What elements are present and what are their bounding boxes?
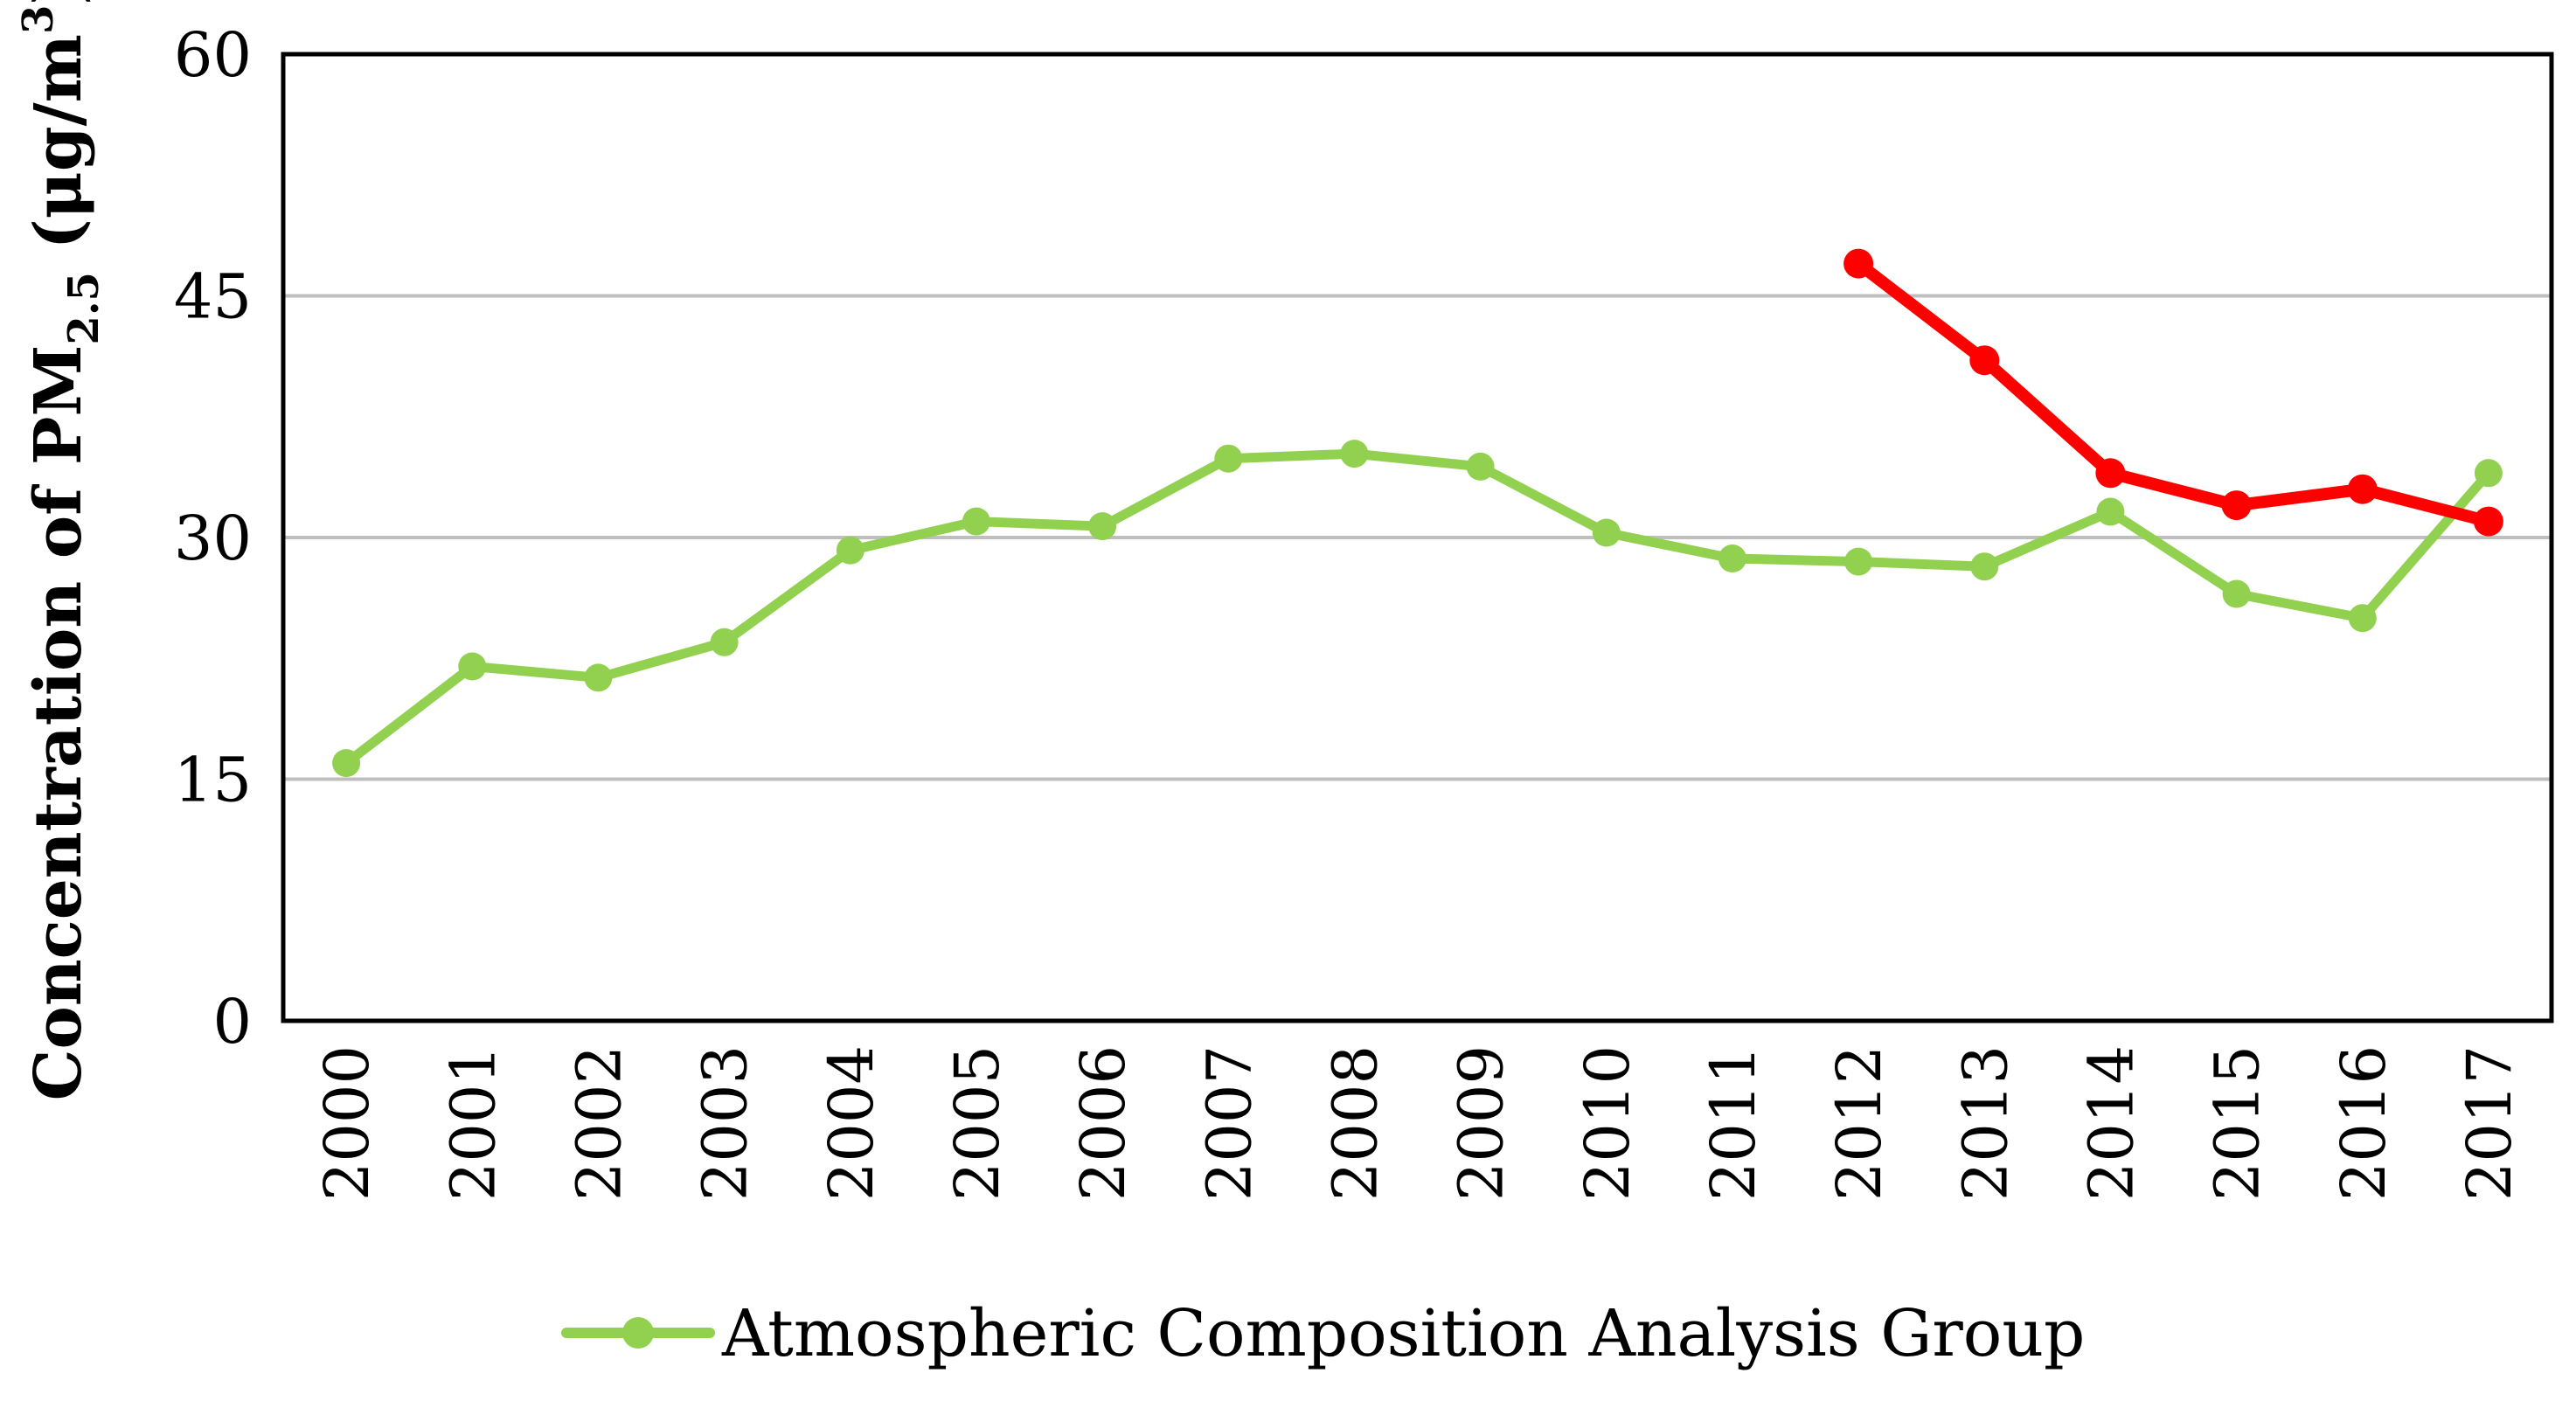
legend-marker <box>622 1317 654 1349</box>
data-point <box>2473 506 2503 537</box>
x-tick-label: 2013 <box>1949 1045 2021 1201</box>
legend-label: Atmospheric Composition Analysis Group <box>721 1296 2085 1371</box>
y-axis-label-superscript: 3 <box>14 5 63 34</box>
y-axis-label: Concentration of PM2.5 (μg/m3) <box>14 0 108 1100</box>
data-point <box>2222 579 2251 608</box>
y-axis-label-close: ) <box>21 0 96 5</box>
data-point <box>584 663 613 692</box>
y-axis-label-prefix: Concentration of PM <box>21 345 96 1101</box>
x-tick-label: 2011 <box>1698 1045 1769 1201</box>
data-point <box>1214 444 1243 473</box>
y-axis-label-subscript: 2.5 <box>59 272 108 345</box>
series-line <box>1852 257 2495 528</box>
y-tick-label: 45 <box>174 261 252 333</box>
x-tick-label: 2009 <box>1446 1045 1517 1201</box>
x-tick-label: 2014 <box>2075 1045 2147 1201</box>
data-point <box>1718 544 1746 572</box>
x-tick-label: 2006 <box>1067 1045 1139 1201</box>
x-tick-label: 2016 <box>2328 1045 2399 1201</box>
y-tick-label: 0 <box>212 986 252 1058</box>
data-point <box>1970 552 1999 581</box>
data-point <box>332 749 361 778</box>
x-axis-ticks: 2000 2001 2002 2003 2004 2005 2006 2007 2008 2009… <box>311 1045 2525 1201</box>
data-point <box>1466 452 1495 481</box>
data-point <box>1088 512 1117 541</box>
data-point <box>2348 604 2377 633</box>
data-point <box>1592 518 1621 547</box>
x-tick-label: 2000 <box>311 1045 383 1201</box>
y-tick-label: 60 <box>174 19 252 91</box>
data-point <box>2347 474 2378 504</box>
x-tick-label: 2004 <box>816 1045 887 1201</box>
x-tick-label: 2012 <box>1823 1045 1895 1201</box>
data-point <box>836 536 864 565</box>
data-point <box>1843 248 1874 279</box>
y-axis-ticks: 0 15 30 45 60 <box>174 19 252 1058</box>
series-0 <box>332 440 2503 778</box>
series-line <box>341 448 2494 768</box>
x-tick-label: 2015 <box>2202 1045 2274 1201</box>
series-1 <box>1843 248 2503 537</box>
data-point <box>2096 497 2125 526</box>
series <box>332 248 2503 778</box>
y-axis-label-unit: (μg/m <box>21 34 96 272</box>
y-tick-label: 15 <box>174 745 252 816</box>
x-tick-label: 2003 <box>690 1045 761 1201</box>
data-point <box>1969 345 2000 376</box>
y-tick-label: 30 <box>174 503 252 574</box>
data-point <box>1844 547 1873 576</box>
gridlines <box>283 294 2552 781</box>
legend: Atmospheric Composition Analysis Group <box>561 1296 2085 1371</box>
x-tick-label: 2017 <box>2454 1045 2525 1201</box>
x-tick-label: 2005 <box>941 1045 1013 1201</box>
data-point <box>1340 440 1369 468</box>
data-point <box>458 652 487 681</box>
x-tick-label: 2010 <box>1572 1045 1643 1201</box>
data-point <box>2095 458 2126 489</box>
x-tick-label: 2001 <box>437 1045 509 1201</box>
x-tick-label: 2002 <box>563 1045 635 1201</box>
data-point <box>710 628 739 656</box>
x-tick-label: 2007 <box>1193 1045 1265 1201</box>
x-tick-label: 2008 <box>1319 1045 1391 1201</box>
data-point <box>2474 459 2503 488</box>
plot-area-frame <box>281 52 2554 1023</box>
data-point <box>962 507 990 536</box>
data-point <box>2221 490 2252 521</box>
